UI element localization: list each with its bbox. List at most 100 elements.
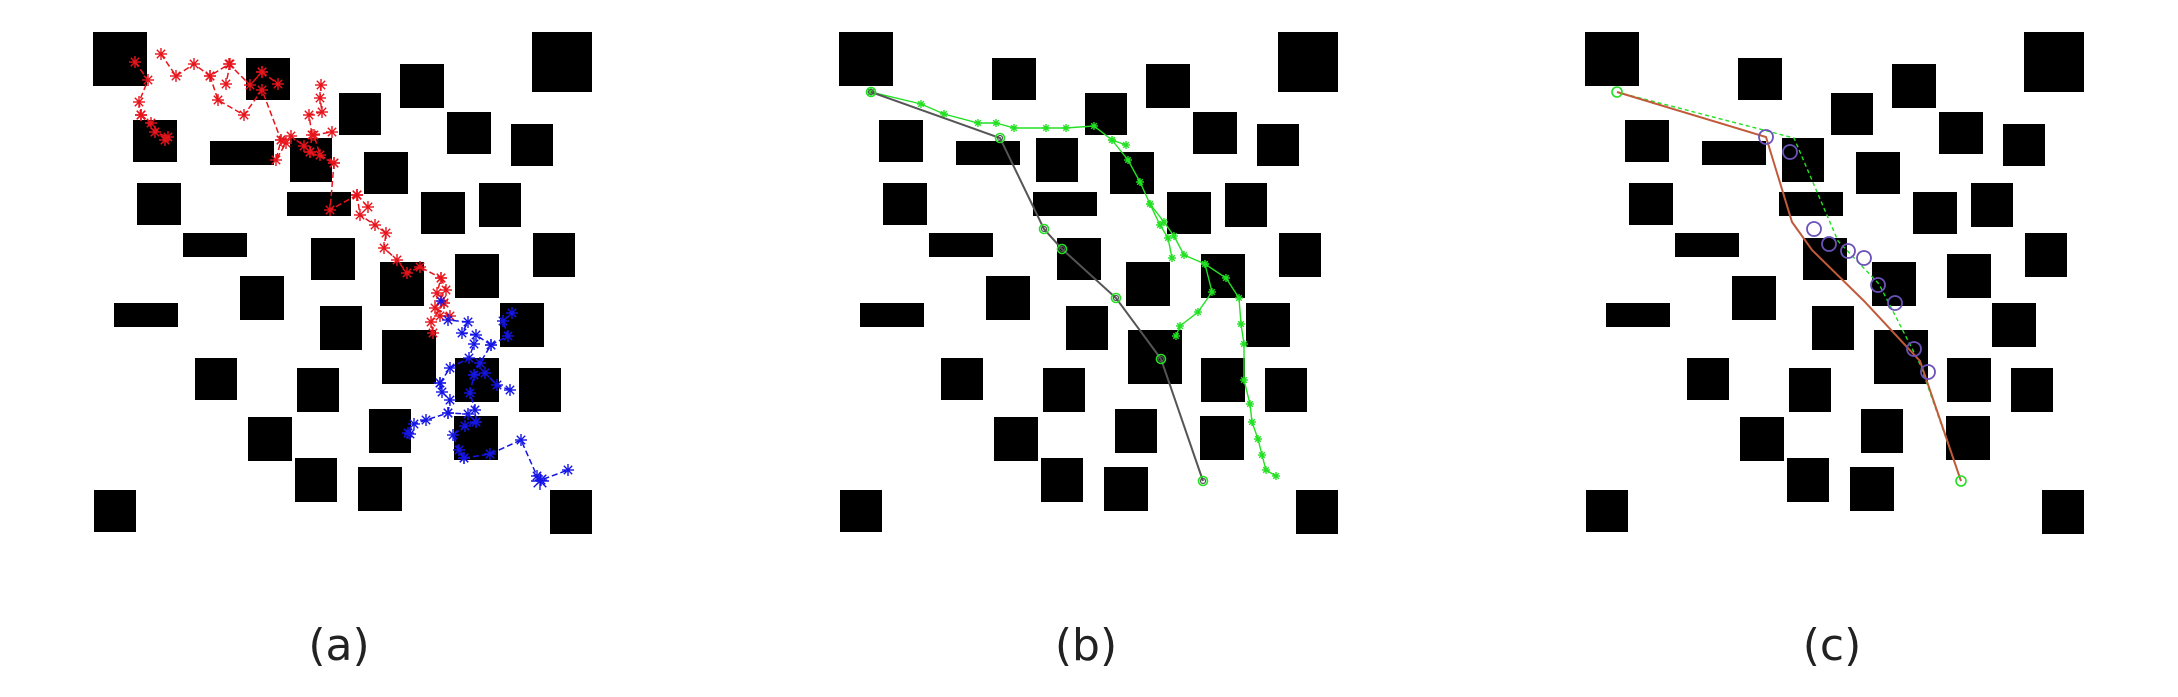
sample-node — [1010, 124, 1018, 132]
sample-node — [1176, 322, 1184, 330]
obstacle — [1812, 306, 1854, 350]
start-tree-node — [414, 261, 426, 273]
goal-tree-node — [434, 377, 446, 389]
sample-node — [1122, 141, 1130, 149]
obstacle — [1947, 254, 1991, 298]
obstacle — [1104, 467, 1148, 511]
sample-node — [1262, 466, 1270, 474]
goal-tree-node — [497, 315, 509, 327]
panel-b — [839, 32, 1338, 534]
start-tree-node — [238, 109, 250, 121]
goal-tree-node — [504, 384, 516, 396]
goal-tree-node — [463, 352, 475, 364]
path-waypoint-inner — [1112, 294, 1120, 302]
obstacle — [339, 93, 381, 135]
obstacle — [1296, 490, 1338, 534]
waypoint-circle — [1782, 144, 1798, 160]
sample-node — [1208, 288, 1216, 296]
path-waypoint-inner — [996, 134, 1004, 142]
obstacle — [929, 233, 993, 257]
path-waypoint-outer — [1038, 223, 1050, 235]
obstacle — [369, 409, 411, 453]
start-tree-node — [380, 227, 392, 239]
start-tree-node — [314, 149, 326, 161]
start-tree-node — [159, 134, 171, 146]
obstacle — [1033, 192, 1097, 216]
waypoint-circle — [1758, 129, 1774, 145]
obstacle — [994, 417, 1038, 461]
obstacle — [447, 112, 491, 154]
obstacle — [1687, 358, 1729, 400]
goal-tree-node — [515, 434, 527, 446]
sample-node — [1042, 124, 1050, 132]
obstacle — [532, 32, 592, 92]
waypoint-circle — [1906, 341, 1922, 357]
obstacle — [2024, 32, 2084, 92]
goal-tree-node — [468, 369, 480, 381]
obstacle — [421, 192, 465, 234]
goal-tree-node — [404, 428, 416, 440]
obstacle — [364, 152, 408, 194]
obstacle — [1946, 416, 1990, 460]
goal-tree-node — [491, 379, 503, 391]
obstacle — [992, 58, 1036, 100]
goal-tree-node — [470, 329, 482, 341]
sample-node — [1136, 178, 1144, 186]
sample-node — [940, 110, 948, 118]
obstacle — [1856, 152, 1900, 194]
goal-tree-node — [469, 404, 481, 416]
goal-tree-edge — [490, 312, 513, 346]
obstacle — [295, 458, 337, 502]
waypoint-circle — [1920, 364, 1936, 380]
obstacle — [839, 32, 893, 86]
goal-tree-node — [442, 407, 454, 419]
start-tree-node — [369, 219, 381, 231]
start-tree-node — [272, 78, 284, 90]
obstacle — [1200, 416, 1244, 460]
sample-node — [1235, 294, 1243, 302]
obstacle — [195, 358, 237, 400]
start-tree-node — [170, 70, 182, 82]
goal-tree-node — [464, 387, 476, 399]
goal-tree-node — [462, 316, 474, 328]
path-waypoint-outer — [1197, 475, 1209, 487]
obstacle — [297, 368, 339, 412]
obstacle — [479, 183, 521, 227]
obstacle — [1128, 330, 1182, 384]
obstacle — [1146, 64, 1190, 108]
obstacle — [1675, 233, 1739, 257]
sample-node — [1180, 251, 1188, 259]
obstacle — [400, 64, 444, 108]
obstacle — [1586, 490, 1628, 532]
start-tree-node — [315, 79, 327, 91]
sample-node — [1240, 376, 1248, 384]
path-waypoint-outer — [994, 132, 1006, 144]
start-tree-node — [378, 242, 390, 254]
obstacle — [320, 306, 362, 350]
obstacle — [2011, 368, 2053, 412]
obstacle — [1738, 58, 1782, 100]
obstacle — [1702, 141, 1766, 165]
obstacle — [1971, 183, 2013, 227]
obstacle — [1913, 192, 1957, 234]
path-waypoint-inner — [867, 88, 875, 96]
obstacle — [290, 138, 332, 182]
obstacle — [94, 490, 136, 532]
sample-node — [1201, 260, 1209, 268]
obstacle — [1629, 183, 1673, 225]
start-tree-node — [429, 302, 441, 314]
start-tree-node — [316, 106, 328, 118]
sample-node — [1254, 435, 1262, 443]
goal-tree-edge — [473, 372, 511, 391]
start-tree-node — [129, 56, 141, 68]
path-waypoint-inner — [1157, 355, 1165, 363]
path-waypoint-inner — [1199, 477, 1207, 485]
obstacle — [1279, 233, 1321, 277]
obstacle — [1861, 409, 1903, 453]
goal-tree-root — [531, 472, 549, 490]
waypoint-circle — [1870, 277, 1886, 293]
waypoint-circle — [1840, 243, 1856, 259]
start-tree-node — [280, 137, 292, 149]
sample-branch — [1149, 203, 1173, 259]
path-waypoint-inner — [1058, 245, 1066, 253]
